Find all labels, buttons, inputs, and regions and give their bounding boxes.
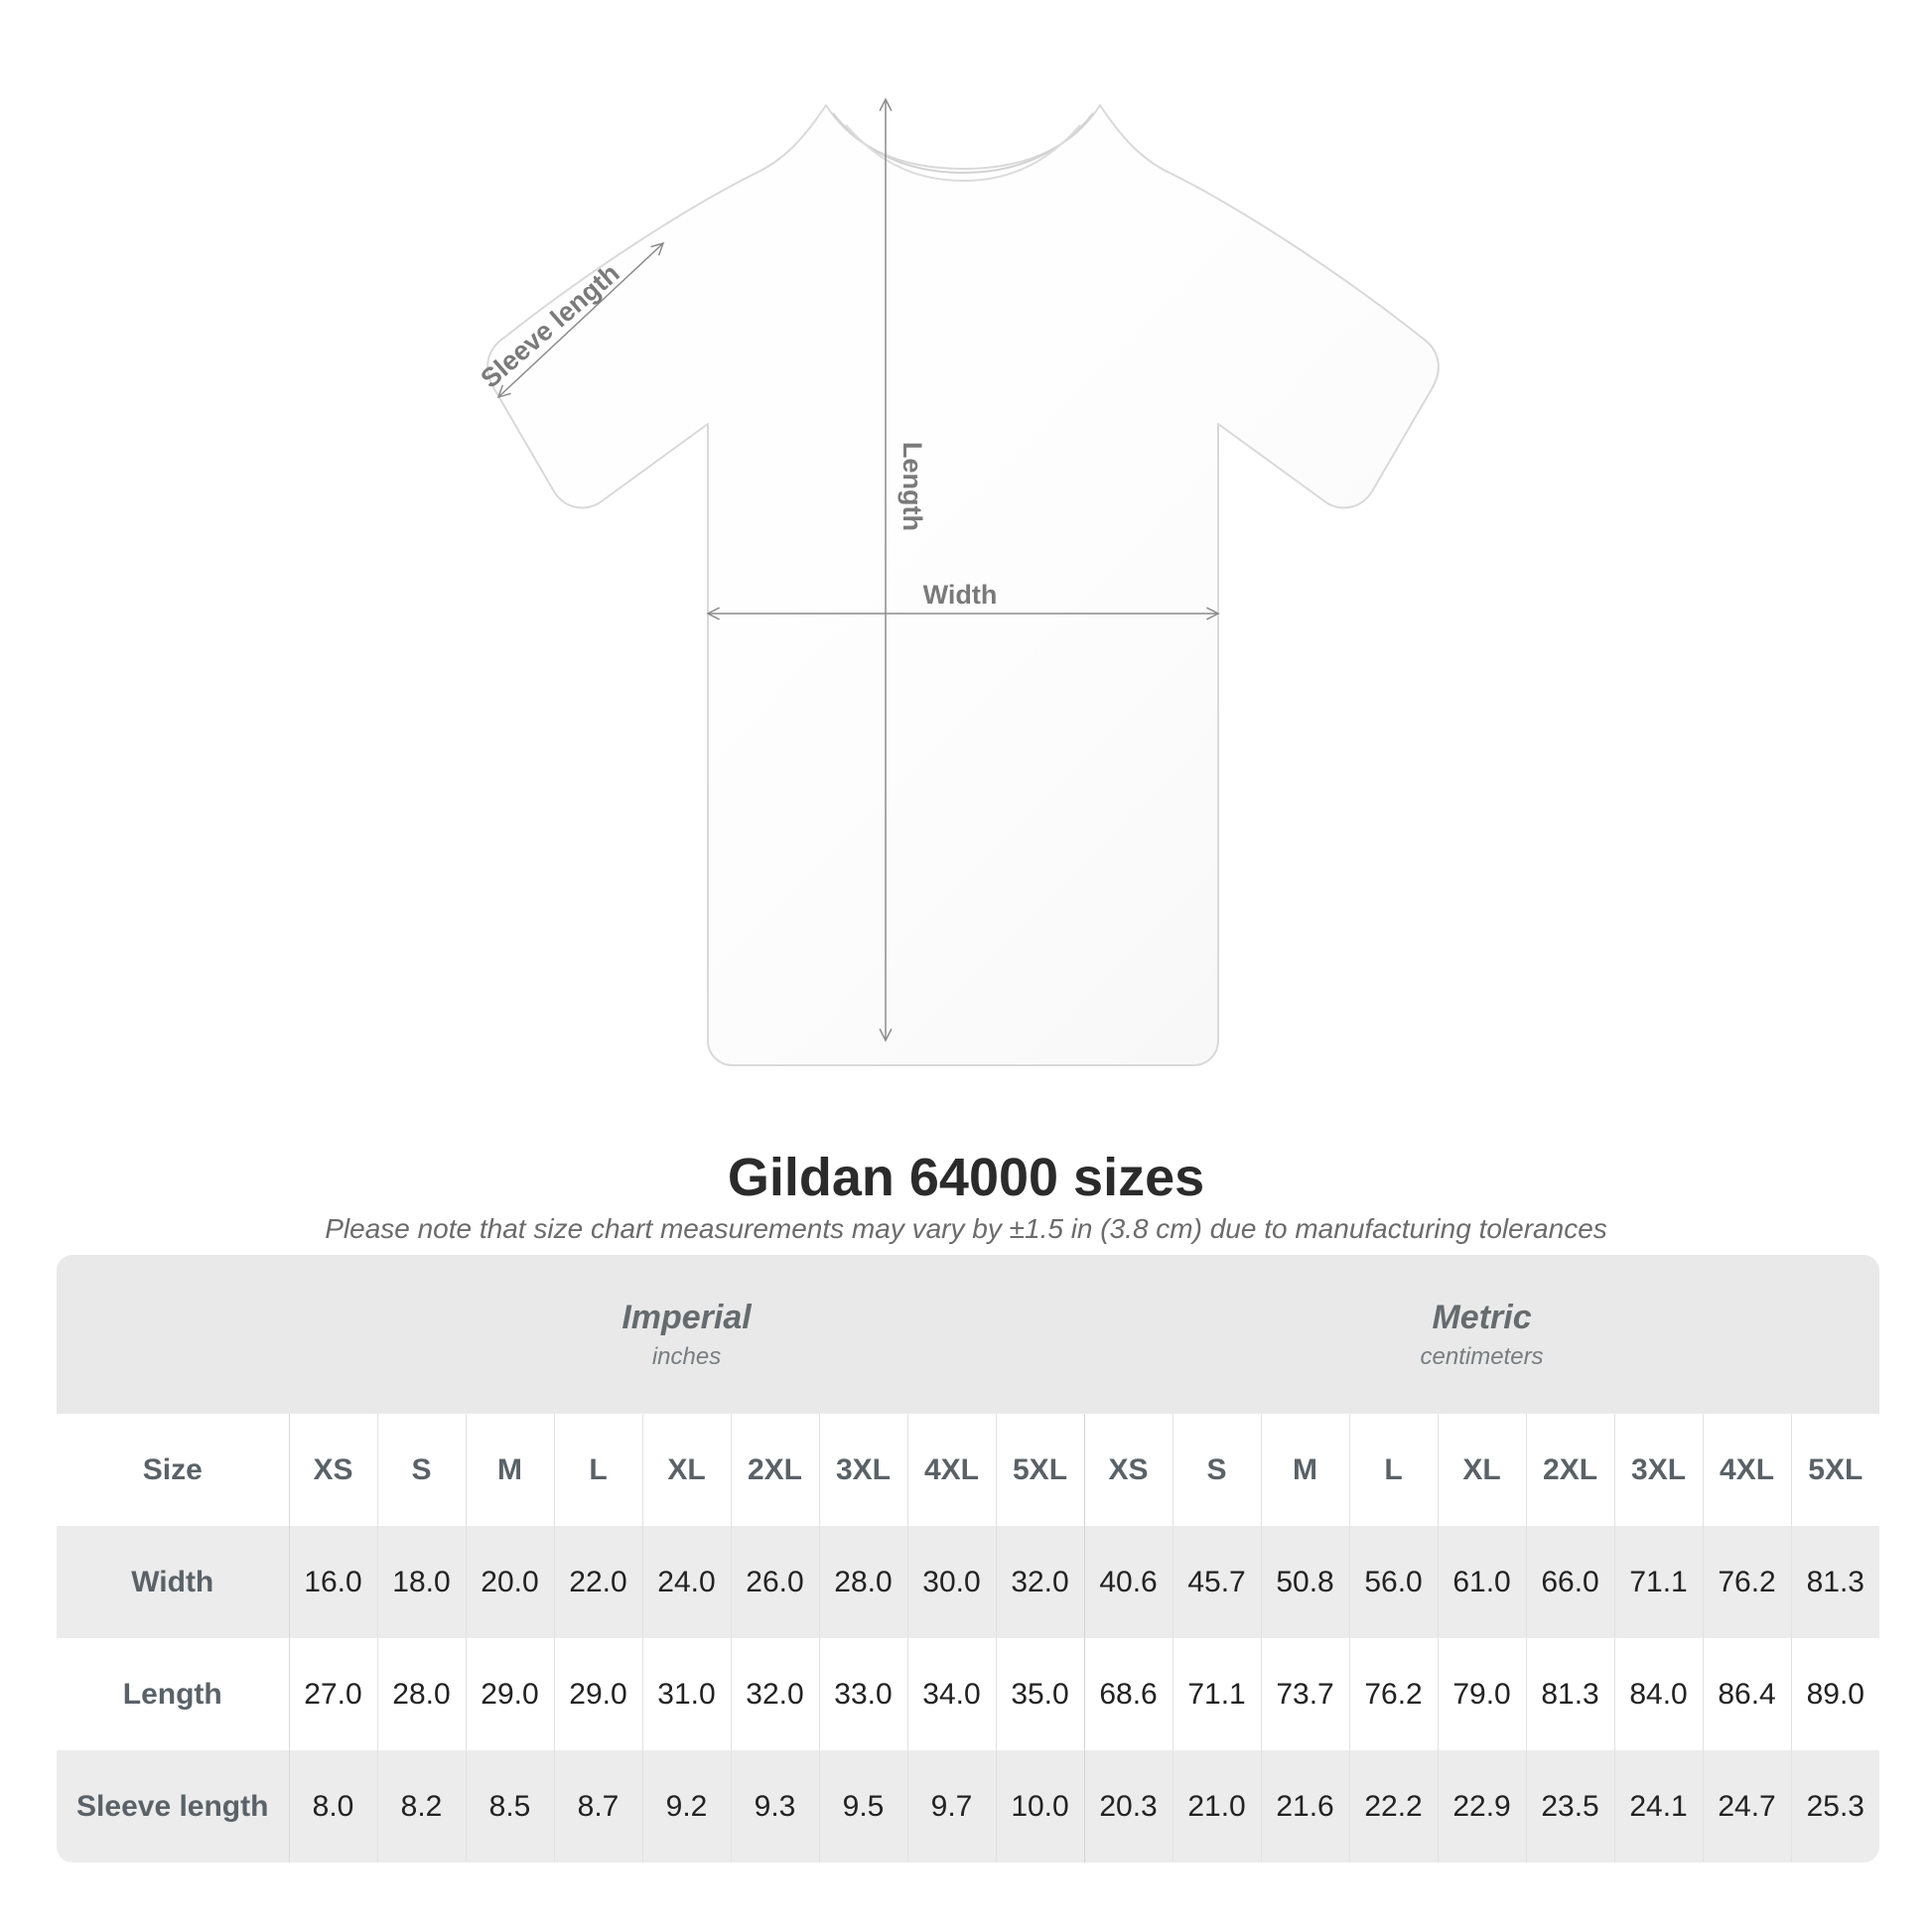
svg-text:Length: Length bbox=[897, 442, 927, 531]
svg-text:Width: Width bbox=[923, 580, 998, 610]
